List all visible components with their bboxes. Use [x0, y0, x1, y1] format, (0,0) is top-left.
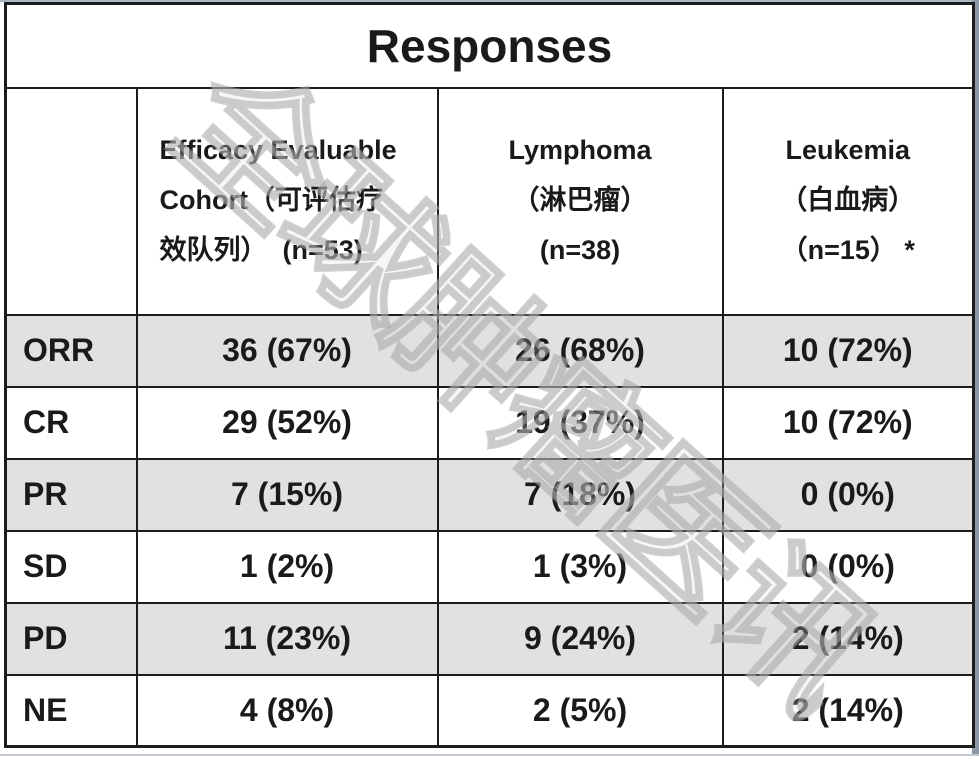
table-row-sd: SD 1 (2%) 1 (3%) 0 (0%) — [4, 529, 975, 604]
row-label-orr: ORR — [4, 313, 138, 388]
cell-ne-cohort: 4 (8%) — [135, 673, 439, 748]
row-label-cr: CR — [4, 385, 138, 460]
slide-edge-right — [972, 0, 979, 756]
cell-pd-lymphoma: 9 (24%) — [436, 601, 724, 676]
table-row-orr: ORR 36 (67%) 26 (68%) 10 (72%) — [4, 313, 975, 388]
row-label-pr: PR — [4, 457, 138, 532]
table-row-pd: PD 11 (23%) 9 (24%) 2 (14%) — [4, 601, 975, 676]
cell-pr-lymphoma: 7 (18%) — [436, 457, 724, 532]
table-row-pr: PR 7 (15%) 7 (18%) 0 (0%) — [4, 457, 975, 532]
cell-orr-cohort: 36 (67%) — [135, 313, 439, 388]
cell-pd-cohort: 11 (23%) — [135, 601, 439, 676]
cell-cr-leukemia: 10 (72%) — [721, 385, 975, 460]
row-label-sd: SD — [4, 529, 138, 604]
cell-ne-leukemia: 2 (14%) — [721, 673, 975, 748]
cell-ne-lymphoma: 2 (5%) — [436, 673, 724, 748]
cell-pr-leukemia: 0 (0%) — [721, 457, 975, 532]
cell-cr-cohort: 29 (52%) — [135, 385, 439, 460]
title-row: Responses — [4, 2, 975, 89]
cell-orr-lymphoma: 26 (68%) — [436, 313, 724, 388]
page-title: Responses — [4, 2, 975, 89]
cell-sd-lymphoma: 1 (3%) — [436, 529, 724, 604]
slide-edge-bottom — [0, 754, 979, 756]
cell-pr-cohort: 7 (15%) — [135, 457, 439, 532]
responses-table: Responses Efficacy Evaluable Cohort（可评估疗… — [4, 2, 975, 748]
table-row-ne: NE 4 (8%) 2 (5%) 2 (14%) — [4, 673, 975, 748]
cell-sd-cohort: 1 (2%) — [135, 529, 439, 604]
header-efficacy-evaluable-cohort: Efficacy Evaluable Cohort（可评估疗 效队列） (n=5… — [135, 86, 439, 316]
row-label-ne: NE — [4, 673, 138, 748]
cell-orr-leukemia: 10 (72%) — [721, 313, 975, 388]
cell-pd-leukemia: 2 (14%) — [721, 601, 975, 676]
cell-sd-leukemia: 0 (0%) — [721, 529, 975, 604]
header-row: Efficacy Evaluable Cohort（可评估疗 效队列） (n=5… — [4, 86, 975, 316]
cell-cr-lymphoma: 19 (37%) — [436, 385, 724, 460]
header-corner-cell — [4, 86, 138, 316]
table-row-cr: CR 29 (52%) 19 (37%) 10 (72%) — [4, 385, 975, 460]
row-label-pd: PD — [4, 601, 138, 676]
header-leukemia: Leukemia （白血病） （n=15） * — [721, 86, 975, 316]
header-lymphoma: Lymphoma （淋巴瘤） (n=38) — [436, 86, 724, 316]
slide-edge-top — [0, 0, 979, 2]
